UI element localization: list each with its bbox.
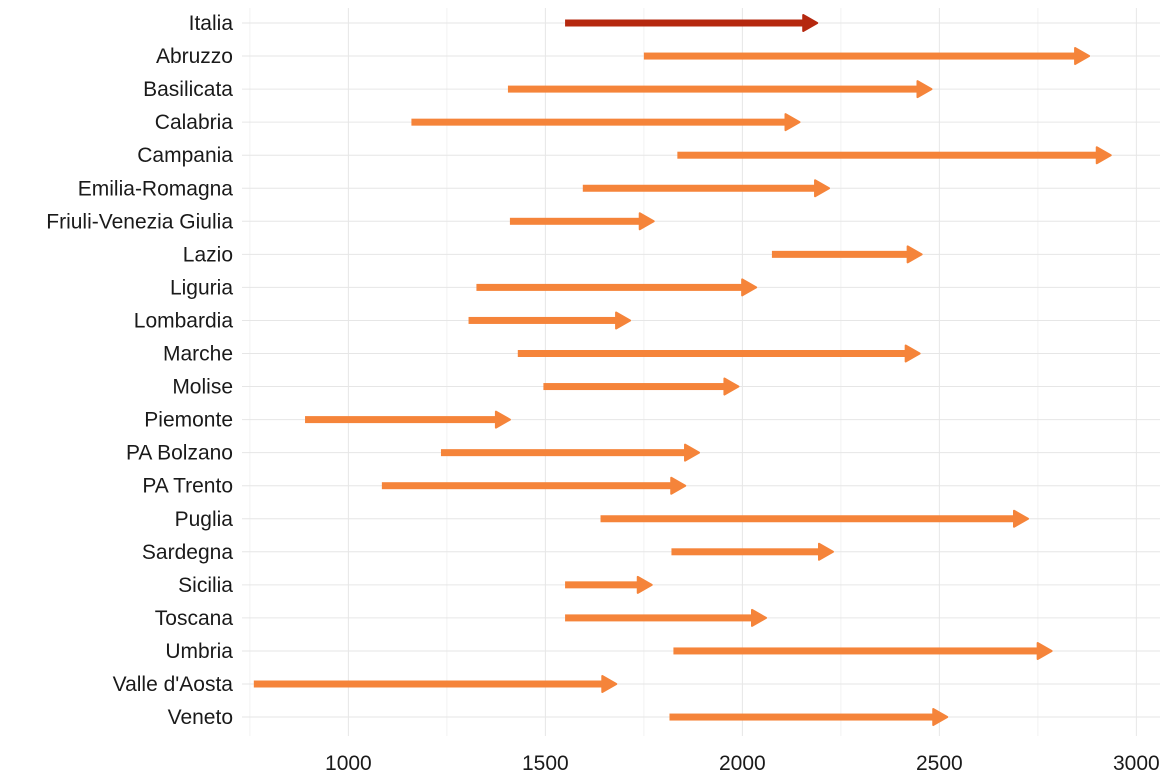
x-tick-label: 2500 xyxy=(916,752,963,775)
category-label: Umbria xyxy=(165,640,233,663)
arrow-shaft xyxy=(440,449,687,457)
arrow-5 xyxy=(582,179,831,198)
category-label: Friuli-Venezia Giulia xyxy=(46,210,233,233)
arrow-layer xyxy=(253,14,1112,727)
arrow-shaft xyxy=(600,515,1016,523)
arrow-17 xyxy=(565,575,653,594)
category-label: PA Trento xyxy=(142,475,233,498)
arrow-0 xyxy=(565,14,819,32)
arrow-7 xyxy=(771,245,923,264)
category-label: Piemonte xyxy=(144,409,233,432)
arrow-head xyxy=(494,410,511,429)
arrow-9 xyxy=(468,311,632,330)
arrow-shaft xyxy=(643,52,1077,60)
arrow-1 xyxy=(643,47,1091,66)
arrow-head xyxy=(723,377,740,396)
arrow-head xyxy=(1074,47,1091,66)
category-label: Emilia-Romagna xyxy=(78,177,234,200)
x-tick-label: 1000 xyxy=(325,752,372,775)
arrow-shaft xyxy=(671,548,820,556)
category-label: Toscana xyxy=(155,607,234,630)
x-tick-label: 3000 xyxy=(1113,752,1160,775)
arrow-head xyxy=(904,344,921,363)
arrow-12 xyxy=(305,410,511,429)
arrow-shaft xyxy=(543,383,726,391)
category-label: Basilicata xyxy=(143,78,233,101)
arrow-shaft xyxy=(517,350,907,357)
arrow-shaft xyxy=(381,482,673,490)
arrow-shaft xyxy=(582,184,817,192)
x-axis-ticks: 1000 1500 2000 2500 3000 xyxy=(325,752,1160,775)
x-tick-label: 1500 xyxy=(522,752,569,775)
arrow-head xyxy=(784,113,801,132)
arrow-head xyxy=(636,575,653,594)
arrow-head xyxy=(751,608,768,627)
arrow-19 xyxy=(673,641,1053,660)
arrow-15 xyxy=(600,509,1030,528)
category-label: Campania xyxy=(137,144,233,167)
category-label: Lazio xyxy=(183,243,233,266)
category-label: Italia xyxy=(189,12,234,35)
arrow-head xyxy=(684,443,701,462)
arrow-head xyxy=(916,80,933,99)
arrow-head xyxy=(906,245,923,264)
arrow-shaft xyxy=(565,581,639,589)
arrow-3 xyxy=(411,113,801,132)
arrow-11 xyxy=(543,377,740,396)
x-tick-label: 2000 xyxy=(719,752,766,775)
category-label: Marche xyxy=(163,343,233,366)
category-label: Sicilia xyxy=(178,574,233,597)
category-label: PA Bolzano xyxy=(126,442,233,465)
category-label: Veneto xyxy=(168,706,233,729)
arrow-shaft xyxy=(565,19,805,27)
arrow-10 xyxy=(517,344,921,363)
category-label: Lombardia xyxy=(134,309,234,332)
arrow-head xyxy=(814,179,831,198)
arrow-head xyxy=(802,14,819,32)
arrow-shaft xyxy=(411,118,787,126)
arrow-head xyxy=(1013,509,1030,528)
arrow-head xyxy=(817,542,834,561)
arrow-shaft xyxy=(468,316,618,324)
category-label: Sardegna xyxy=(142,541,233,564)
category-label: Valle d'Aosta xyxy=(113,673,234,696)
arrow-shaft xyxy=(669,713,935,721)
arrow-shaft xyxy=(673,647,1039,655)
arrow-head xyxy=(1095,146,1112,165)
arrow-shaft xyxy=(771,250,909,258)
arrow-shaft xyxy=(565,614,754,622)
grid-layer xyxy=(242,8,1160,736)
arrow-shaft xyxy=(677,151,1098,159)
arrow-20 xyxy=(253,675,618,693)
arrow-18 xyxy=(565,608,768,627)
arrow-shaft xyxy=(476,283,744,291)
category-label: Puglia xyxy=(175,508,234,531)
category-label: Liguria xyxy=(170,276,233,299)
arrow-14 xyxy=(381,476,687,495)
category-labels: Italia Abruzzo Basilicata Calabria Campania E… xyxy=(46,12,233,729)
category-label: Abruzzo xyxy=(156,45,233,68)
arrow-head xyxy=(670,476,687,495)
arrow-4 xyxy=(677,146,1112,165)
arrow-shaft xyxy=(253,680,604,688)
arrow-shaft xyxy=(509,217,641,225)
arrow-head xyxy=(638,212,655,231)
category-label: Calabria xyxy=(155,111,234,134)
arrow-head xyxy=(741,278,758,297)
arrow-6 xyxy=(509,212,655,231)
arrow-head xyxy=(1036,641,1053,660)
category-label: Molise xyxy=(172,376,233,399)
arrow-8 xyxy=(476,278,758,297)
arrow-21 xyxy=(669,708,949,727)
arrow-2 xyxy=(507,80,933,99)
arrow-head xyxy=(615,311,632,330)
arrow-head xyxy=(601,675,618,693)
arrow-shaft xyxy=(507,85,919,93)
arrow-head xyxy=(932,708,949,727)
arrow-13 xyxy=(440,443,701,462)
arrow-16 xyxy=(671,542,834,561)
arrow-shaft xyxy=(305,416,497,424)
